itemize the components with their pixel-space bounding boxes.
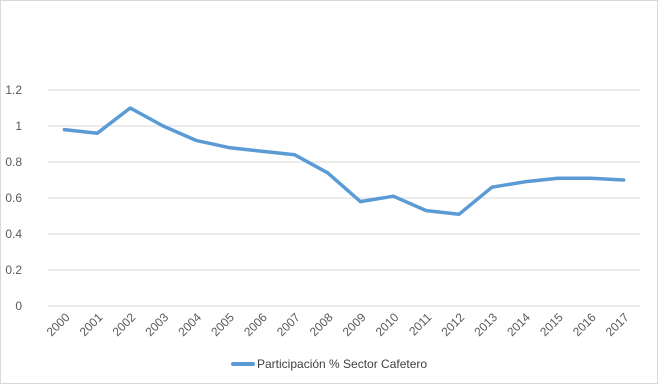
x-tick-label: 2006 (241, 310, 270, 339)
y-tick-label: 0.4 (5, 227, 22, 241)
x-tick-label: 2007 (274, 310, 303, 339)
x-tick-label: 2013 (471, 310, 500, 339)
data-point (95, 131, 99, 135)
data-point (556, 176, 560, 180)
series-layer (62, 106, 626, 216)
legend-label: Participación % Sector Cafetero (257, 357, 427, 371)
y-axis-tick-labels: 0 0.2 0.4 0.6 0.8 1 1.2 (5, 83, 22, 313)
data-point (161, 124, 165, 128)
data-point (128, 106, 132, 110)
x-tick-label: 2014 (504, 310, 533, 339)
data-point (622, 178, 626, 182)
data-point (391, 194, 395, 198)
data-point (358, 200, 362, 204)
x-tick-label: 2016 (570, 310, 599, 339)
x-axis-tick-labels: 2000 2001 2002 2003 2004 2005 2006 2007 2008 2009… (44, 310, 632, 339)
x-tick-label: 2001 (77, 310, 106, 339)
x-tick-label: 2012 (438, 310, 467, 339)
data-point (326, 171, 330, 175)
x-tick-label: 2008 (307, 310, 336, 339)
data-point (260, 149, 264, 153)
legend: Participación % Sector Cafetero (231, 357, 427, 371)
x-tick-label: 2010 (373, 310, 402, 339)
x-tick-label: 2000 (44, 310, 73, 339)
data-point (62, 128, 66, 132)
x-tick-label: 2005 (208, 310, 237, 339)
data-point (194, 138, 198, 142)
y-tick-label: 1.2 (5, 83, 22, 97)
y-tick-label: 0.6 (5, 191, 22, 205)
series-line (62, 106, 626, 216)
x-tick-label: 2011 (406, 310, 434, 338)
data-point (589, 176, 593, 180)
data-point (457, 212, 461, 216)
data-point (490, 185, 494, 189)
data-point (227, 146, 231, 150)
data-point (293, 153, 297, 157)
x-tick-label: 2009 (340, 310, 369, 339)
y-tick-label: 0.8 (5, 155, 22, 169)
x-tick-label: 2003 (142, 310, 171, 339)
y-tick-label: 1 (15, 119, 22, 133)
x-tick-label: 2002 (110, 310, 139, 339)
y-tick-label: 0 (15, 299, 22, 313)
data-point (424, 209, 428, 213)
x-tick-label: 2004 (175, 310, 204, 339)
gridlines (48, 89, 640, 307)
y-tick-label: 0.2 (5, 263, 22, 277)
x-tick-label: 2015 (537, 310, 566, 339)
data-point (523, 180, 527, 184)
x-tick-label: 2017 (603, 310, 632, 339)
